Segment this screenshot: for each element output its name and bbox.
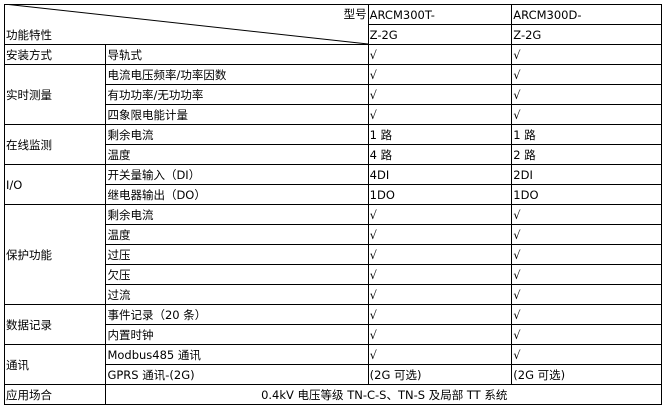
feature-item: 温度 — [105, 144, 369, 165]
group-label: 数据记录 — [3, 304, 107, 345]
model-2-value: √ — [511, 104, 662, 125]
table-row: 保护功能 剩余电流 √ √ — [3, 204, 662, 305]
group-label: 保护功能 — [3, 204, 107, 305]
model-2-line2: Z-2G — [511, 24, 662, 45]
model-2-value: 1 路 — [511, 124, 662, 145]
model-1-line2: Z-2G — [367, 24, 513, 45]
model-1-value: 1DO — [367, 184, 513, 205]
model-1-line1: ARCM300T- — [367, 4, 513, 25]
model-2-value: √ — [511, 204, 662, 225]
group-label: 实时测量 — [3, 64, 107, 125]
feature-item: 欠压 — [105, 264, 369, 285]
model-1-value: √ — [367, 324, 513, 345]
model-1-value: √ — [367, 64, 513, 85]
feature-item: 继电器输出（DO） — [105, 184, 369, 205]
model-2-value: √ — [511, 304, 662, 325]
group-label: 在线监测 — [3, 124, 107, 165]
model-2-value: √ — [511, 84, 662, 105]
model-1-value: √ — [367, 264, 513, 285]
table-row: 欠压 √ √ — [5, 264, 662, 285]
application-label: 应用场合 — [3, 384, 107, 405]
model-2-value: 2 路 — [511, 144, 662, 165]
feature-item: 开关量输入（DI） — [105, 164, 369, 185]
feature-item: GPRS 通讯-(2G) — [105, 364, 369, 385]
table-row: 内置时钟 √ √ — [5, 324, 662, 345]
model-2-value: (2G 可选) — [511, 364, 662, 385]
table-row: 实时测量 电流电压频率/功率因数 √ √ — [3, 64, 662, 125]
model-1-value: √ — [367, 104, 513, 125]
feature-item: 过流 — [105, 284, 369, 305]
header-corner-cell: 型号 功能特性 — [4, 4, 369, 45]
feature-label: 功能特性 — [6, 28, 52, 42]
feature-item: 导轨式 — [105, 44, 369, 65]
group-label: I/O — [3, 164, 107, 205]
table-row: 安装方式 导轨式 √ √ — [3, 44, 662, 65]
model-1-value: 4DI — [367, 164, 513, 185]
model-1-value: √ — [367, 204, 513, 225]
model-1-value: √ — [367, 344, 513, 365]
model-2-value: √ — [511, 324, 662, 345]
model-1-value: √ — [367, 84, 513, 105]
model-1-value: √ — [367, 304, 513, 325]
model-1-value: 4 路 — [367, 144, 513, 165]
model-1-value: √ — [367, 44, 513, 65]
model-2-value: √ — [511, 284, 662, 305]
feature-item: 过压 — [105, 244, 369, 265]
model-2-value: √ — [511, 64, 662, 85]
feature-item: 剩余电流 — [105, 204, 369, 225]
table-row: 数据记录 事件记录（20 条） √ √ — [3, 304, 662, 345]
model-1-value: 1 路 — [367, 124, 513, 145]
model-2-value: √ — [511, 264, 662, 285]
model-2-value: 2DI — [511, 164, 662, 185]
model-2-line1: ARCM300D- — [511, 4, 662, 25]
table-row: I/O 开关量输入（DI） 4DI 2DI — [3, 164, 662, 205]
application-row: 应用场合 0.4kV 电压等级 TN-C-S、TN-S 及局部 TT 系统 — [3, 384, 662, 405]
model-1-value: (2G 可选) — [367, 364, 513, 385]
table-row: 有功功率/无功功率 √ √ — [5, 84, 662, 105]
model-2-value: √ — [511, 224, 662, 245]
model-label: 型号 — [343, 7, 367, 21]
model-1-value: √ — [367, 284, 513, 305]
feature-item: 事件记录（20 条） — [105, 304, 369, 325]
application-value: 0.4kV 电压等级 TN-C-S、TN-S 及局部 TT 系统 — [105, 384, 662, 405]
feature-item: 有功功率/无功功率 — [105, 84, 369, 105]
table-row: 通讯 Modbus485 通讯 √ √ — [3, 344, 662, 385]
group-label: 安装方式 — [3, 44, 107, 65]
table-row: 过压 √ √ — [5, 244, 662, 265]
feature-item: 内置时钟 — [105, 324, 369, 345]
model-2-value: √ — [511, 44, 662, 65]
feature-item: Modbus485 通讯 — [105, 344, 369, 365]
model-1-value: √ — [367, 224, 513, 245]
table-row: 四象限电能计量 √ √ — [5, 104, 662, 125]
feature-item: 剩余电流 — [105, 124, 369, 145]
model-1-value: √ — [367, 244, 513, 265]
feature-item: 电流电压频率/功率因数 — [105, 64, 369, 85]
group-label: 通讯 — [3, 344, 107, 385]
model-2-value: √ — [511, 244, 662, 265]
model-2-value: √ — [511, 344, 662, 365]
feature-item: 四象限电能计量 — [105, 104, 369, 125]
table-row: 过流 √ √ — [5, 284, 662, 305]
spec-table: 型号 功能特性 ARCM300T- ARCM300D- Z-2G Z-2G 安装… — [3, 4, 662, 405]
model-2-value: 1DO — [511, 184, 662, 205]
feature-item: 温度 — [105, 224, 369, 245]
